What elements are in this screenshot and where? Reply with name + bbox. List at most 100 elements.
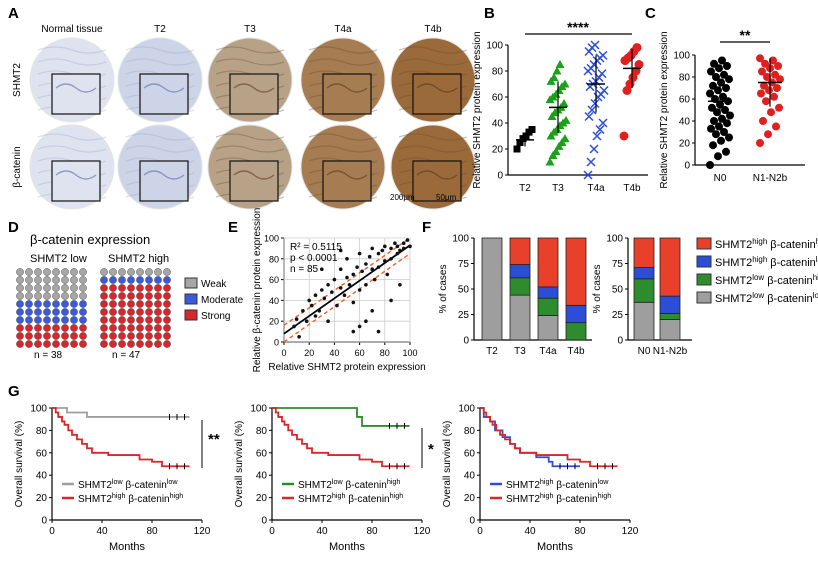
dot-marker xyxy=(145,324,153,332)
x-tick-label: 120 xyxy=(414,526,431,537)
dot-marker xyxy=(154,268,162,276)
x-category-label: T2 xyxy=(519,183,531,194)
dot-marker xyxy=(100,332,108,340)
dot-marker xyxy=(16,292,24,300)
dot-marker xyxy=(118,340,126,348)
data-point xyxy=(767,108,775,117)
x-category-label: T4a xyxy=(539,346,557,357)
count-label-low: n = 38 xyxy=(34,350,63,361)
ihc-inset-texture xyxy=(143,83,185,93)
dot-marker xyxy=(154,276,162,284)
x-tick-label: 40 xyxy=(96,526,108,537)
panel-label-a: A xyxy=(8,5,19,22)
legend-label: SHMT2low β-cateninlow xyxy=(78,477,178,492)
data-point xyxy=(722,84,730,92)
survival-curve xyxy=(272,407,410,427)
dot-marker xyxy=(154,308,162,316)
dot-marker xyxy=(79,332,87,340)
data-point xyxy=(313,293,318,298)
y-tick-label: 20 xyxy=(256,493,268,504)
y-tick-label: 0 xyxy=(463,336,469,347)
dot-marker xyxy=(52,300,60,308)
data-point xyxy=(385,272,390,277)
dot-marker xyxy=(118,292,126,300)
stacked-bar-segment xyxy=(565,322,587,341)
dot-marker xyxy=(109,332,117,340)
data-point xyxy=(586,157,596,167)
y-tick-label: 80 xyxy=(679,73,691,84)
dot-marker xyxy=(79,276,87,284)
legend-label: Moderate xyxy=(201,295,244,306)
y-tick-label: 60 xyxy=(492,93,504,104)
ihc-texture xyxy=(215,145,285,153)
legend-label: SHMT2high β-cateninlow xyxy=(506,477,609,492)
data-point xyxy=(376,265,381,269)
legend-swatch xyxy=(696,255,712,268)
data-point xyxy=(720,128,728,136)
data-point xyxy=(717,136,725,145)
data-point xyxy=(338,267,343,272)
confidence-band xyxy=(283,253,411,343)
data-point xyxy=(560,134,570,143)
y-tick-label: 60 xyxy=(269,275,279,285)
data-point xyxy=(338,248,343,253)
dot-marker xyxy=(136,284,144,292)
data-point xyxy=(309,303,314,308)
dot-marker xyxy=(100,276,108,284)
dot-marker xyxy=(52,332,60,340)
legend-text: β-catenin xyxy=(764,275,813,287)
y-tick-label: 20 xyxy=(269,317,279,327)
legend-label: SHMT2low β-cateninhigh xyxy=(715,273,818,288)
data-point xyxy=(513,145,521,153)
y-tick-label: 60 xyxy=(679,95,691,106)
dot-marker xyxy=(154,284,162,292)
dot-marker xyxy=(16,268,24,276)
data-point xyxy=(592,131,602,141)
x-category-label: N1-N2b xyxy=(753,173,788,184)
data-point xyxy=(760,81,768,90)
dot-marker xyxy=(136,340,144,348)
ihc-texture xyxy=(398,58,468,66)
ihc-texture xyxy=(125,46,195,54)
dot-marker xyxy=(34,292,42,300)
dot-marker xyxy=(61,316,69,324)
data-point xyxy=(338,286,343,290)
x-tick-label: 80 xyxy=(574,526,586,537)
data-point xyxy=(317,309,322,313)
data-point xyxy=(590,40,600,50)
dot-marker xyxy=(109,340,117,348)
legend-text: β-catenin xyxy=(346,494,390,505)
panel-f-node-chart: 0 25 50 75 100 % of cases N0 N1-N2b xyxy=(592,234,692,357)
data-point xyxy=(726,111,734,120)
dot-marker xyxy=(16,324,24,332)
ihc-texture xyxy=(37,145,107,153)
dot-marker xyxy=(70,308,78,316)
data-point xyxy=(364,283,368,287)
scale-bar-200: 200μm xyxy=(390,193,415,202)
data-point xyxy=(710,59,718,68)
dot-marker xyxy=(79,292,87,300)
data-point xyxy=(721,106,729,114)
data-point xyxy=(351,272,356,277)
data-point xyxy=(598,118,608,128)
dot-marker xyxy=(52,340,60,348)
dot-marker xyxy=(163,316,171,324)
x-category-label: T4b xyxy=(623,183,641,194)
dot-marker xyxy=(136,308,144,316)
significance-marker: ** xyxy=(740,27,751,43)
ihc-zoom-inset xyxy=(322,160,372,202)
y-tick-label: 100 xyxy=(486,41,503,52)
legend-text: SHMT2 xyxy=(506,494,540,505)
ihc-zoom-inset xyxy=(229,73,279,115)
data-point xyxy=(764,130,772,139)
ihc-inset-texture xyxy=(233,170,275,180)
stacked-bar-segment xyxy=(509,264,531,279)
stacked-bar-segment xyxy=(565,237,587,306)
ihc-texture xyxy=(37,46,107,54)
ihc-texture xyxy=(398,145,468,153)
panel-a-ihc-grid: Normal tissue T2 T3 T4a T4b SHMT2 β-cate… xyxy=(12,24,476,210)
dot-marker xyxy=(70,284,78,292)
dot-marker xyxy=(100,316,108,324)
dot-marker xyxy=(145,292,153,300)
